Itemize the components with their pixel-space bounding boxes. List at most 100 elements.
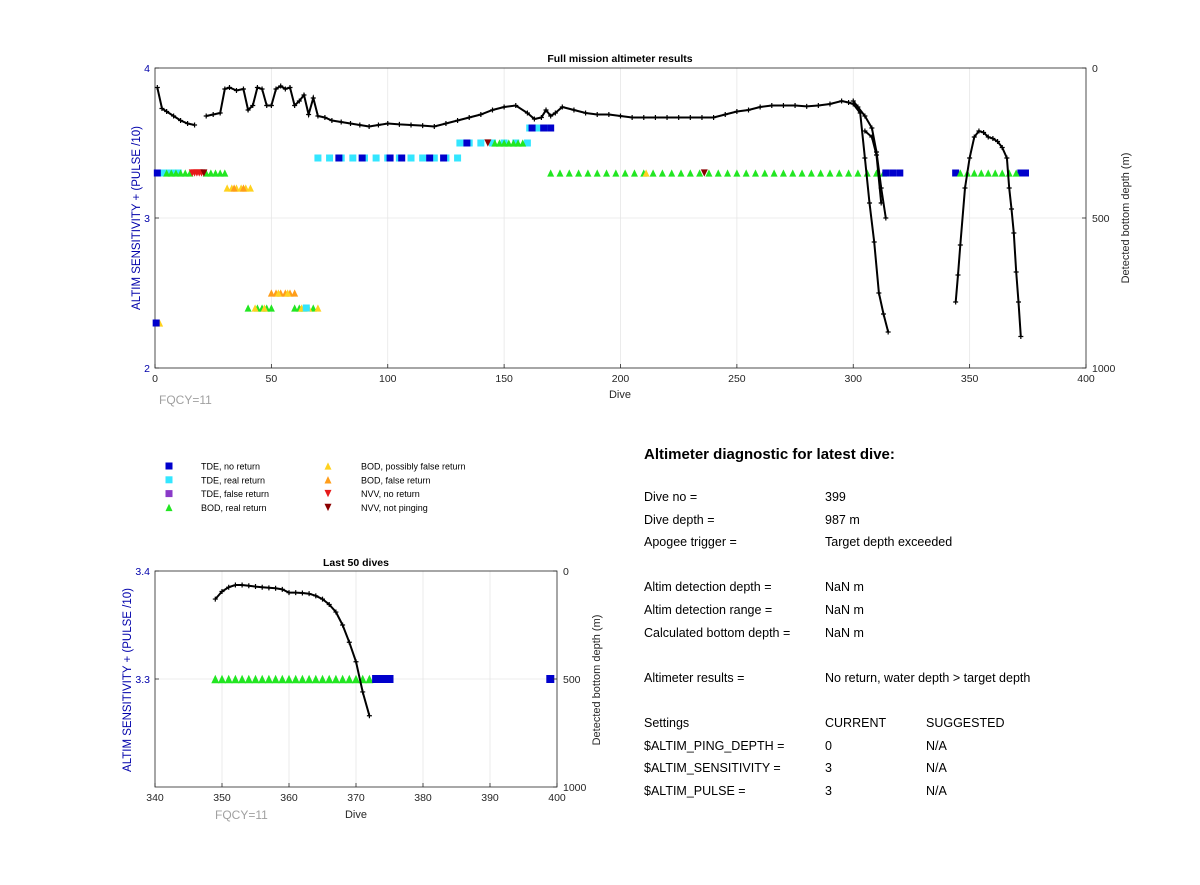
depth-point [282, 86, 288, 92]
depth-point [955, 272, 961, 278]
depth-point [513, 103, 519, 108]
depth-point [885, 329, 891, 335]
legend-marker [324, 489, 332, 498]
depth-point [239, 582, 245, 588]
altimeter-marker [152, 319, 160, 327]
depth-point [259, 584, 265, 590]
setting-name: $ALTIM_SENSITIVITY = [644, 761, 781, 776]
altimeter-marker [621, 169, 629, 177]
depth-point [990, 136, 996, 141]
altimeter-marker [167, 169, 175, 177]
legend-item: BOD, false return [324, 475, 431, 485]
depth-point [338, 119, 344, 125]
depth-line [864, 130, 883, 204]
depth-point [985, 134, 991, 140]
setting-suggested: N/A [926, 738, 947, 753]
altimeter-marker [153, 169, 161, 177]
depth-point [629, 115, 635, 120]
depth-point [357, 122, 363, 128]
depth-point [292, 103, 298, 108]
depth-point [313, 593, 319, 599]
depth-point [455, 118, 461, 123]
altimeter-marker [835, 169, 843, 177]
detection-depth-value: NaN m [825, 580, 864, 595]
y-tick-label: 2 [144, 363, 150, 375]
depth-point [293, 590, 299, 596]
depth-point [286, 590, 292, 596]
last-50-dives-plot: 340 350 360 370 380 390 400 3.3 3.4 0 500 1000 Last… [122, 557, 603, 822]
altimeter-marker [325, 674, 334, 684]
depth-point [962, 185, 968, 191]
depth-point [524, 110, 530, 116]
depth-point [1013, 269, 1019, 275]
depth-point [878, 200, 884, 206]
depth-point [360, 689, 366, 695]
dive-no-value: 399 [825, 490, 846, 504]
x-tick-label: 380 [414, 792, 432, 804]
altimeter-marker [807, 169, 815, 177]
legend-item: TDE, false return [165, 489, 269, 499]
x-tick-label: 340 [146, 792, 164, 804]
altimeter-marker [338, 674, 347, 684]
legend-label: BOD, real return [201, 503, 267, 513]
altimeter-marker [519, 139, 527, 147]
setting-name: $ALTIM_PING_DEPTH = [644, 738, 785, 753]
altimeter-marker [649, 169, 657, 177]
depth-point [346, 639, 352, 645]
depth-point [443, 121, 449, 126]
altimeter-marker [509, 139, 517, 147]
altimeter-marker [160, 169, 168, 177]
x-tick-label: 300 [844, 373, 862, 385]
depth-point [159, 106, 165, 111]
depth-point [652, 115, 658, 120]
depth-point [431, 124, 437, 129]
altimeter-marker [779, 169, 787, 177]
depth-point [396, 121, 402, 127]
y2-tick-label: 1000 [1092, 363, 1116, 375]
depth-point [769, 103, 775, 108]
calculated-depth-row: Calculated bottom depth = NaN m [644, 626, 1164, 649]
altimeter-marker [882, 169, 890, 177]
altimeter-marker [658, 169, 666, 177]
altimeter-marker [298, 674, 307, 684]
x-tick-label: 350 [961, 373, 979, 385]
altimeter-marker [398, 154, 406, 162]
altimeter-marker [163, 169, 171, 177]
depth-point [333, 609, 339, 615]
depth-point [226, 85, 232, 90]
depth-point [594, 112, 600, 117]
altimeter-marker [274, 289, 282, 297]
calculated-depth-label: Calculated bottom depth = [644, 625, 791, 640]
altimeter-marker [314, 154, 322, 162]
altimeter-marker [216, 169, 224, 177]
altimeter-marker [998, 169, 1006, 177]
depth-point [268, 103, 274, 108]
depth-point [552, 110, 558, 116]
depth-point [711, 115, 717, 120]
altimeter-marker [546, 675, 555, 683]
x-tick-label: 0 [152, 373, 158, 385]
altimeter-marker [696, 169, 704, 177]
legend-label: BOD, possibly false return [361, 462, 466, 472]
depth-point [1011, 230, 1017, 236]
altimeter-marker [291, 289, 299, 297]
depth-point [971, 134, 977, 140]
altimeter-marker [244, 674, 253, 684]
altimeter-marker [491, 139, 499, 147]
altimeter-marker [211, 674, 220, 684]
altimeter-marker [456, 139, 464, 147]
dive-no-label: Dive no = [644, 490, 698, 504]
zoom-fqcy-annotation: FQCY=11 [215, 808, 268, 822]
altimeter-marker [528, 124, 536, 132]
depth-point [219, 589, 225, 595]
depth-point [306, 591, 312, 597]
altimeter-marker [372, 154, 380, 162]
depth-point [862, 113, 868, 119]
altimeter-marker [345, 674, 354, 684]
altimeter-marker [223, 184, 231, 192]
depth-point [254, 85, 260, 90]
altimeter-marker [165, 169, 173, 177]
depth-point [171, 113, 177, 119]
x-tick-label: 100 [379, 373, 397, 385]
altimeter-marker [365, 674, 374, 684]
